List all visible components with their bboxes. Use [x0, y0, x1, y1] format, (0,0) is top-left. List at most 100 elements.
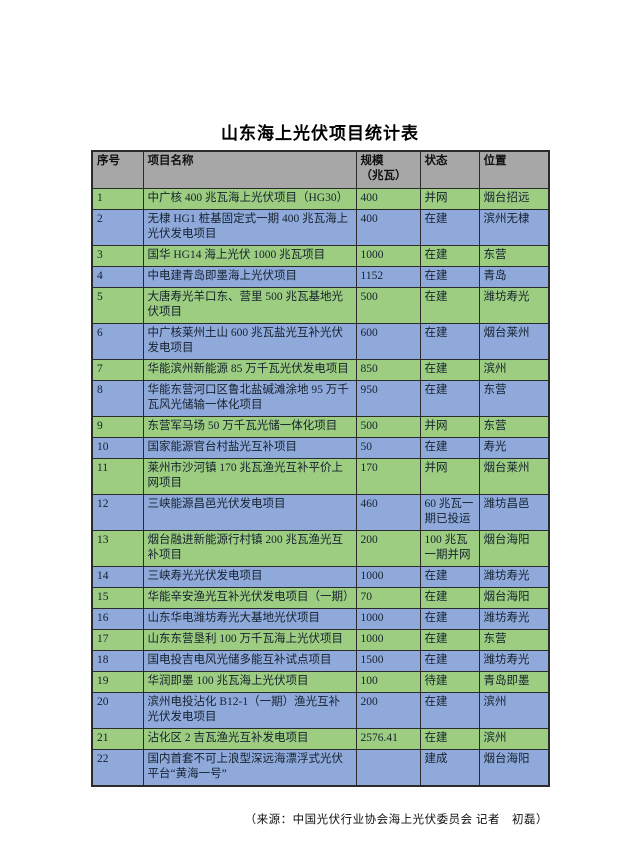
cell-scale: 200 — [355, 692, 421, 729]
cell-no: 4 — [91, 266, 144, 288]
cell-project-name: 无棣 HG1 桩基固定式一期 400 兆瓦海上光伏发电项目 — [142, 209, 357, 246]
cell-location: 烟台海阳 — [478, 749, 550, 787]
cell-no: 12 — [91, 494, 144, 531]
table-row: 12 三峡能源昌邑光伏发电项目 460 60 兆瓦一期已投运 潍坊昌邑 — [91, 494, 550, 531]
cell-location: 潍坊寿光 — [478, 566, 550, 588]
table-row: 13 烟台融进新能源行村镇 200 兆瓦渔光互补项目 200 100 兆瓦一期并… — [91, 530, 550, 567]
cell-scale: 100 — [355, 671, 421, 693]
cell-location: 东营 — [478, 380, 550, 417]
cell-no: 22 — [91, 749, 144, 787]
projects-table: 序号 项目名称 规模 （兆瓦） 状态 位置 1 中广核 400 兆瓦海上光伏项目… — [91, 150, 550, 787]
cell-status: 并网 — [419, 416, 480, 438]
table-row: 20 滨州电投沾化 B12-1（一期）渔光互补光伏发电项目 200 在建 滨州 — [91, 692, 550, 729]
cell-location: 滨州 — [478, 728, 550, 750]
cell-project-name: 华能东营河口区鲁北盐碱滩涂地 95 万千瓦风光储输一体化项目 — [142, 380, 357, 417]
header-label: 位置 — [483, 155, 507, 167]
cell-status: 并网 — [419, 458, 480, 495]
page-title: 山东海上光伏项目统计表 — [221, 124, 419, 143]
header-label: 序号 — [97, 155, 120, 167]
cell-status: 在建 — [419, 629, 480, 651]
cell-scale: 50 — [355, 437, 421, 459]
cell-location: 烟台莱州 — [478, 458, 550, 495]
cell-status: 在建 — [419, 209, 480, 246]
cell-status: 60 兆瓦一期已投运 — [419, 494, 480, 531]
table-row: 9 东营军马场 50 万千瓦光储一体化项目 500 并网 东营 — [91, 416, 550, 438]
table-row: 16 山东华电潍坊寿光大基地光伏项目 1000 在建 潍坊寿光 — [91, 608, 550, 630]
cell-no: 11 — [91, 458, 144, 495]
cell-no: 1 — [91, 188, 144, 210]
cell-status: 在建 — [419, 566, 480, 588]
cell-location: 青岛 — [478, 266, 550, 288]
cell-scale: 950 — [355, 380, 421, 417]
cell-scale: 1500 — [355, 650, 421, 672]
header-cell-no: 序号 — [91, 150, 144, 189]
table-row: 19 华润即墨 100 兆瓦海上光伏项目 100 待建 青岛即墨 — [91, 671, 550, 693]
header-cell-location: 位置 — [478, 150, 550, 189]
cell-scale: 1000 — [355, 629, 421, 651]
table-row: 7 华能滨州新能源 85 万千瓦光伏发电项目 850 在建 滨州 — [91, 359, 550, 381]
cell-project-name: 莱州市沙河镇 170 兆瓦渔光互补平价上网项目 — [142, 458, 357, 495]
cell-location: 滨州 — [478, 692, 550, 729]
table-row: 15 华能辛安渔光互补光伏发电项目（一期） 70 在建 烟台海阳 — [91, 587, 550, 609]
cell-scale: 2576.41 — [355, 728, 421, 750]
cell-location: 烟台莱州 — [478, 323, 550, 360]
cell-location: 青岛即墨 — [478, 671, 550, 693]
header-row: 序号 项目名称 规模 （兆瓦） 状态 位置 — [91, 150, 550, 189]
table-header: 序号 项目名称 规模 （兆瓦） 状态 位置 — [91, 150, 550, 189]
cell-scale: 850 — [355, 359, 421, 381]
table-row: 14 三峡寿光光伏发电项目 1000 在建 潍坊寿光 — [91, 566, 550, 588]
cell-project-name: 三峡寿光光伏发电项目 — [142, 566, 357, 588]
cell-location: 寿光 — [478, 437, 550, 459]
cell-no: 8 — [91, 380, 144, 417]
cell-no: 7 — [91, 359, 144, 381]
cell-project-name: 华能滨州新能源 85 万千瓦光伏发电项目 — [142, 359, 357, 381]
cell-project-name: 华润即墨 100 兆瓦海上光伏项目 — [142, 671, 357, 693]
cell-no: 14 — [91, 566, 144, 588]
cell-status: 在建 — [419, 359, 480, 381]
header-cell-name: 项目名称 — [142, 150, 357, 189]
cell-scale: 500 — [355, 287, 421, 324]
cell-status: 在建 — [419, 437, 480, 459]
table-row: 2 无棣 HG1 桩基固定式一期 400 兆瓦海上光伏发电项目 400 在建 滨… — [91, 209, 550, 246]
cell-location: 烟台海阳 — [478, 530, 550, 567]
cell-project-name: 三峡能源昌邑光伏发电项目 — [142, 494, 357, 531]
cell-project-name: 山东华电潍坊寿光大基地光伏项目 — [142, 608, 357, 630]
cell-location: 东营 — [478, 629, 550, 651]
cell-no: 20 — [91, 692, 144, 729]
table-body: 1 中广核 400 兆瓦海上光伏项目（HG30） 400 并网 烟台招远 2 无… — [91, 188, 550, 787]
table-row: 5 大唐寿光羊口东、营里 500 兆瓦基地光伏项目 500 在建 潍坊寿光 — [91, 287, 550, 324]
cell-status: 在建 — [419, 245, 480, 267]
cell-project-name: 国家能源官台村盐光互补项目 — [142, 437, 357, 459]
cell-no: 16 — [91, 608, 144, 630]
cell-no: 10 — [91, 437, 144, 459]
cell-status: 在建 — [419, 587, 480, 609]
cell-no: 18 — [91, 650, 144, 672]
cell-project-name: 滨州电投沾化 B12-1（一期）渔光互补光伏发电项目 — [142, 692, 357, 729]
cell-project-name: 烟台融进新能源行村镇 200 兆瓦渔光互补项目 — [142, 530, 357, 567]
cell-scale: 400 — [355, 188, 421, 210]
cell-scale: 1000 — [355, 608, 421, 630]
header-label: 状态 — [424, 155, 448, 167]
cell-location: 潍坊寿光 — [478, 608, 550, 630]
table-row: 11 莱州市沙河镇 170 兆瓦渔光互补平价上网项目 170 并网 烟台莱州 — [91, 458, 550, 495]
cell-scale: 460 — [355, 494, 421, 531]
header-cell-status: 状态 — [419, 150, 480, 189]
cell-no: 3 — [91, 245, 144, 267]
cell-status: 在建 — [419, 380, 480, 417]
cell-scale: 600 — [355, 323, 421, 360]
cell-status: 在建 — [419, 323, 480, 360]
cell-scale: 200 — [355, 530, 421, 567]
cell-no: 2 — [91, 209, 144, 246]
cell-project-name: 大唐寿光羊口东、营里 500 兆瓦基地光伏项目 — [142, 287, 357, 324]
header-label: 规模 — [360, 155, 384, 167]
cell-project-name: 国内首套不可上浪型深远海漂浮式光伏平台“黄海一号” — [142, 749, 357, 787]
cell-project-name: 华能辛安渔光互补光伏发电项目（一期） — [142, 587, 357, 609]
cell-project-name: 沾化区 2 吉瓦渔光互补发电项目 — [142, 728, 357, 750]
table-row: 1 中广核 400 兆瓦海上光伏项目（HG30） 400 并网 烟台招远 — [91, 188, 550, 210]
cell-scale: 170 — [355, 458, 421, 495]
table-row: 17 山东东营垦利 100 万千瓦海上光伏项目 1000 在建 东营 — [91, 629, 550, 651]
table-row: 8 华能东营河口区鲁北盐碱滩涂地 95 万千瓦风光储输一体化项目 950 在建 … — [91, 380, 550, 417]
cell-project-name: 中电建青岛即墨海上光伏项目 — [142, 266, 357, 288]
cell-project-name: 山东东营垦利 100 万千瓦海上光伏项目 — [142, 629, 357, 651]
cell-scale: 70 — [355, 587, 421, 609]
